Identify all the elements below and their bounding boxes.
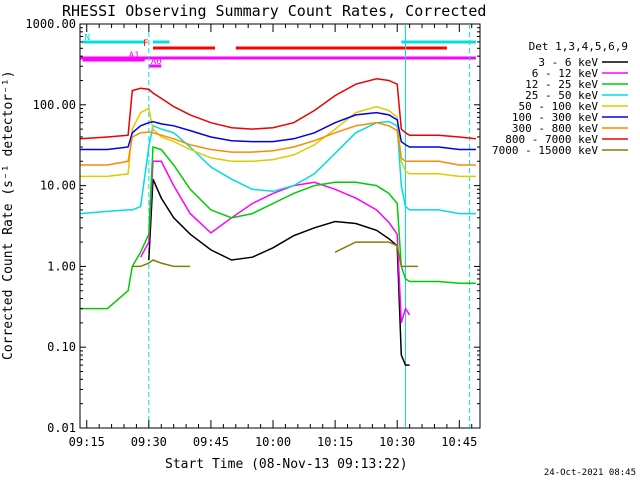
- y-tick-label: 1.00: [47, 259, 76, 273]
- x-axis-label: Start Time (08-Nov-13 09:13:22): [165, 457, 408, 472]
- series-line: [80, 111, 476, 151]
- series-line: [334, 241, 418, 268]
- timestamp: 24-Oct-2021 08:45: [544, 468, 636, 478]
- y-tick-label: 1000.00: [25, 17, 76, 31]
- vlines-layer: [148, 24, 471, 428]
- legend-entry-label: 12 - 25 keV: [525, 78, 598, 91]
- legend-entry-label: 800 - 7000 keV: [505, 133, 598, 146]
- legend-entry-label: 25 - 50 keV: [525, 89, 598, 102]
- legend-entry-label: 50 - 100 keV: [519, 100, 599, 113]
- y-tick-label: 0.10: [47, 340, 76, 354]
- chart-title: RHESSI Observing Summary Count Rates, Co…: [62, 2, 486, 20]
- flag-label: A1: [129, 51, 140, 61]
- legend-entry-label: 300 - 800 keV: [512, 122, 598, 135]
- flag-label: F: [143, 39, 148, 49]
- series-line: [132, 259, 191, 268]
- series-line: [80, 146, 476, 310]
- series-layer: [80, 78, 476, 366]
- y-tick-label: 100.00: [33, 98, 76, 112]
- legend-entry-label: 100 - 300 keV: [512, 111, 598, 124]
- flags-layer: N FA1 A0: [80, 33, 476, 68]
- y-axis-label: Corrected Count Rate (s⁻¹ detector⁻¹): [1, 70, 16, 360]
- flag-label: A0: [151, 57, 162, 67]
- legend-entry-label: 6 - 12 keV: [532, 67, 599, 80]
- plot-frame: [79, 23, 481, 429]
- series-line: [80, 121, 476, 166]
- x-tick-label: 09:45: [193, 435, 229, 449]
- y-tick-label: 0.01: [47, 421, 76, 435]
- y-tick-label: 10.00: [40, 179, 76, 193]
- x-tick-label: 10:00: [255, 435, 291, 449]
- x-tick-label: 09:30: [131, 435, 167, 449]
- x-tick-label: 10:45: [441, 435, 477, 449]
- legend-entry-label: 3 - 6 keV: [538, 56, 598, 69]
- series-line: [139, 160, 411, 324]
- x-tick-label: 09:15: [69, 435, 105, 449]
- series-line: [80, 78, 476, 140]
- legend-entry-label: 7000 - 15000 keV: [492, 144, 598, 157]
- legend-title: Det 1,3,4,5,6,9: [529, 40, 628, 53]
- y-axis-ticks: 0.01 0.10 1.00 10.00 100.00 1000.00: [25, 17, 480, 435]
- series-line: [80, 105, 476, 178]
- series-line: [80, 120, 476, 215]
- x-axis-ticks: 09:15 09:30 09:45 10:00 10:15 10:30 10:45: [69, 24, 477, 449]
- flag-label: N: [85, 33, 90, 43]
- x-tick-label: 10:15: [317, 435, 353, 449]
- x-tick-label: 10:30: [379, 435, 415, 449]
